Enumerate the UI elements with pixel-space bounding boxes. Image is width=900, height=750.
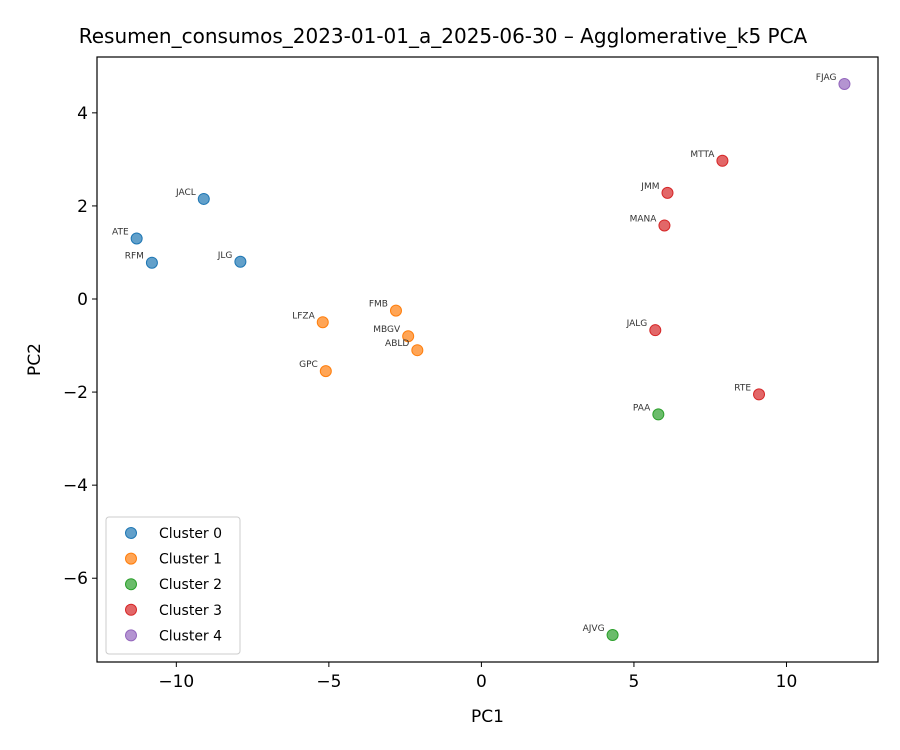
legend-label: Cluster 2 [159,577,222,593]
point-label: FJAG [816,73,837,83]
x-tick-label: 0 [476,672,487,692]
point-label: FMB [369,300,388,310]
series-3: MTTA JMM MANA JALG RTE [626,150,766,401]
series-4: FJAG [816,73,851,90]
point-label: ATE [112,228,129,238]
legend-marker [125,578,137,591]
x-tick-label: 10 [776,672,798,692]
point-label: MANA [630,214,658,224]
plot-frame [96,56,879,663]
data-point [661,186,674,199]
legend-label: Cluster 0 [159,526,222,542]
y-tick-label: −6 [63,569,88,589]
data-point [197,192,210,205]
data-point [402,330,415,343]
data-point [411,344,424,357]
point-label: JACL [175,188,196,198]
x-axis-label: PC1 [471,707,504,727]
legend-label: Cluster 4 [159,628,222,644]
legend-box [105,516,241,655]
point-label: JLG [217,251,233,261]
x-tick-label: −5 [316,672,341,692]
y-tick-label: 0 [77,290,88,310]
data-point [389,304,402,317]
data-point [234,255,247,268]
point-label: GPC [299,360,318,370]
y-tick-label: 2 [77,197,88,217]
data-point [753,388,766,401]
point-label: JALG [626,319,648,329]
y-tick-label: 4 [77,104,88,124]
point-label: MBGV [373,325,401,335]
legend-label: Cluster 1 [159,552,222,568]
legend-marker [125,527,137,539]
point-label: PAA [633,403,651,413]
y-tick-label: −2 [63,383,88,403]
x-tick-label: 5 [629,672,640,692]
data-point [652,408,665,421]
point-label: RTE [734,383,751,393]
data-point [145,256,158,269]
point-label: AJVG [583,624,605,634]
legend-marker [125,552,137,565]
series-1: FMB LFZA MBGV ABLD GPC [292,300,424,378]
point-label: MTTA [690,150,715,160]
data-point [319,365,332,378]
point-label: LFZA [292,311,315,321]
data-point [130,232,143,245]
legend-marker [125,603,137,616]
data-point [606,629,619,642]
data-point [316,316,329,329]
legend: Cluster 0 Cluster 1 Cluster 2 Cluster 3 Clus… [105,516,241,655]
x-tick-label: −10 [158,672,194,692]
legend-label: Cluster 3 [159,603,222,619]
y-axis-label: PC2 [25,343,45,376]
data-point [838,77,851,90]
chart-title: Resumen_consumos_2023-01-01_a_2025-06-30… [79,24,808,48]
y-tick-label: −4 [63,476,88,496]
point-label: JMM [640,182,659,192]
series-0: JACL ATE RFM JLG [112,188,247,269]
data-point [658,219,671,232]
data-point [649,324,662,337]
point-label: ABLD [385,339,409,349]
series-2: PAA AJVG [583,403,665,642]
legend-marker [125,629,137,642]
data-point [716,154,729,167]
point-label: RFM [125,252,144,262]
